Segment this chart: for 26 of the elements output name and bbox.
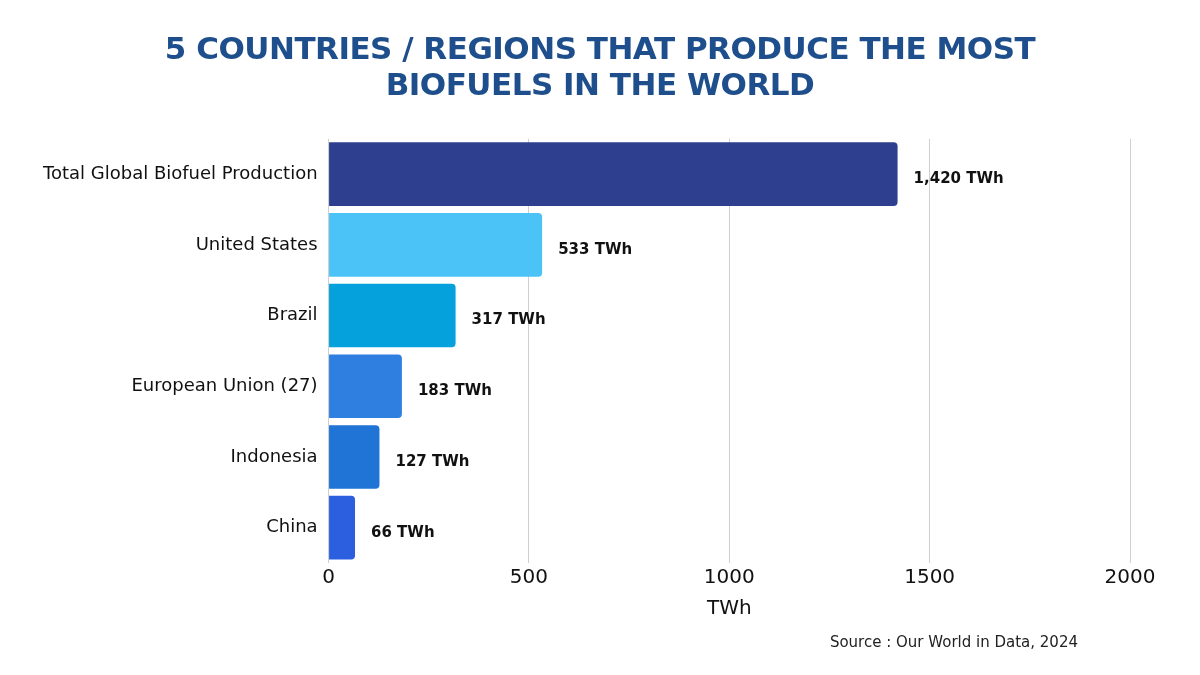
y-tick-label: Brazil (267, 303, 318, 325)
bar (329, 495, 356, 560)
x-tick-label: 0 (322, 564, 335, 589)
y-tick-label: European Union (27) (131, 373, 318, 395)
source-note: Source : Our World in Data, 2024 (829, 633, 1078, 651)
bar (329, 425, 380, 489)
bar (329, 283, 456, 348)
x-tick-label: 1000 (703, 564, 755, 589)
data-label: 66 TWh (371, 522, 435, 541)
data-label: 1,420 TWh (913, 169, 1004, 188)
y-tick-label: United States (195, 232, 318, 254)
data-label: 317 TWh (471, 310, 546, 329)
x-tick-label: 500 (509, 564, 549, 589)
bar (329, 354, 402, 419)
data-label: 127 TWh (395, 451, 470, 470)
bar (329, 213, 543, 277)
x-tick-label: 1500 (904, 564, 956, 589)
x-axis-title: TWh (705, 595, 752, 620)
x-tick-label: 2000 (1104, 564, 1156, 589)
data-label: 533 TWh (558, 239, 633, 258)
y-tick-label: Indonesia (230, 444, 318, 466)
data-label: 183 TWh (417, 381, 492, 400)
bar (329, 142, 898, 206)
y-tick-label: Total Global Biofuel Production (41, 161, 318, 183)
chart-title: 5 COUNTRIES / REGIONS THAT PRODUCE THE MOST BIOFUELS IN THE WORLD (163, 30, 1037, 102)
y-tick-label: China (266, 515, 318, 537)
